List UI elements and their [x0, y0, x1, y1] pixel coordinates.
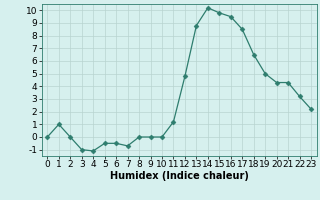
- X-axis label: Humidex (Indice chaleur): Humidex (Indice chaleur): [110, 171, 249, 181]
